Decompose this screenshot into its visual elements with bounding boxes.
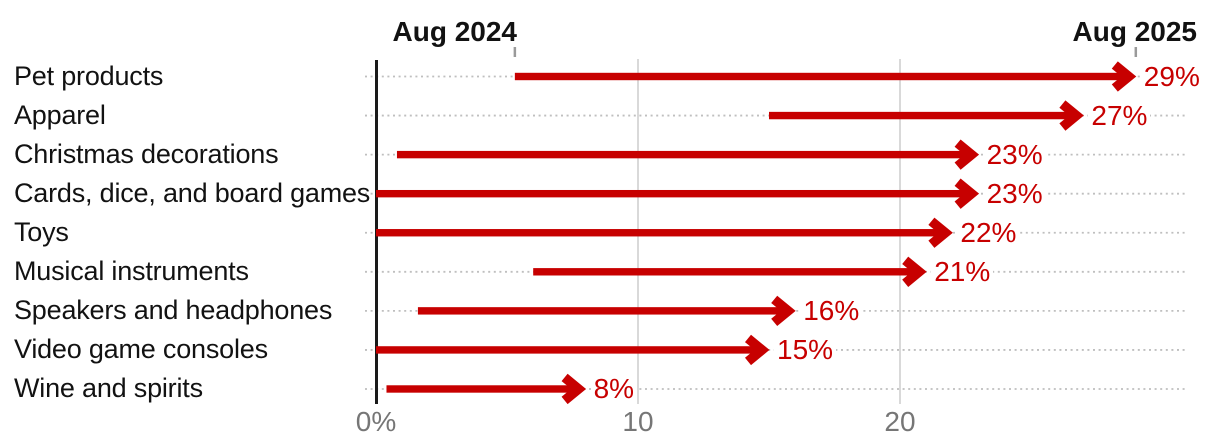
- category-label: Cards, dice, and board games: [14, 177, 371, 208]
- category-label: Pet products: [14, 60, 164, 91]
- trend-arrow-head: [771, 295, 796, 327]
- category-label: Apparel: [14, 99, 106, 130]
- trend-arrow-head: [561, 373, 587, 405]
- period-end-label: Aug 2025: [1072, 16, 1198, 47]
- period-start-label: Aug 2024: [392, 16, 518, 47]
- value-label: 21%: [931, 256, 994, 287]
- category-label: Christmas decorations: [14, 138, 279, 169]
- value-label: 27%: [1088, 100, 1151, 131]
- x-tick-label: 0%: [355, 406, 397, 437]
- trend-arrow-shaft: [417, 307, 782, 315]
- x-tick-label: 20: [884, 406, 916, 437]
- category-label: Musical instruments: [14, 255, 249, 286]
- value-label: 23%: [983, 178, 1046, 209]
- value-label: 22%: [957, 217, 1020, 248]
- trend-arrow-head: [954, 139, 980, 170]
- trend-arrow-shaft: [386, 385, 572, 393]
- trend-arrow-shaft: [514, 72, 1122, 81]
- value-label: 16%: [800, 295, 863, 326]
- value-label: 23%: [983, 139, 1046, 170]
- trend-arrow-shaft: [769, 111, 1070, 120]
- trend-arrow-shaft: [396, 150, 965, 159]
- trend-arrow-shaft: [376, 346, 755, 354]
- trend-arrow-head: [744, 334, 770, 366]
- value-label: 8%: [590, 373, 638, 404]
- value-label: 29%: [1140, 61, 1203, 92]
- category-label: Toys: [14, 216, 69, 247]
- x-tick-label: 10: [622, 406, 654, 437]
- trend-arrow-shaft: [376, 229, 939, 237]
- category-label: Video game consoles: [14, 333, 268, 364]
- trend-arrow-head: [1059, 100, 1084, 131]
- trend-arrow-head: [954, 178, 980, 209]
- trend-arrow-head: [902, 256, 927, 287]
- value-label: 15%: [774, 334, 837, 365]
- category-label: Speakers and headphones: [14, 294, 333, 325]
- trend-arrow-head: [928, 217, 953, 248]
- trend-arrow-shaft: [376, 189, 965, 198]
- trend-arrow-shaft: [533, 268, 913, 276]
- trend-arrow-head: [1111, 61, 1137, 92]
- category-label: Wine and spirits: [14, 372, 203, 403]
